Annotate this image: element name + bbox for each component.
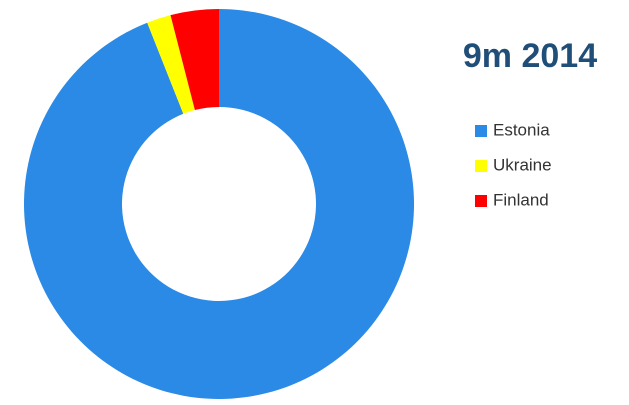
legend-swatch xyxy=(475,195,487,207)
donut-segment xyxy=(170,9,219,111)
donut-segment xyxy=(147,15,195,114)
legend-swatch xyxy=(475,160,487,172)
legend-label: Estonia xyxy=(493,120,550,139)
chart-title: 9m 2014 xyxy=(463,37,597,75)
legend-swatch xyxy=(475,125,487,137)
legend-label: Ukraine xyxy=(493,155,552,174)
legend-label: Finland xyxy=(493,190,549,209)
donut-segment xyxy=(23,9,415,399)
